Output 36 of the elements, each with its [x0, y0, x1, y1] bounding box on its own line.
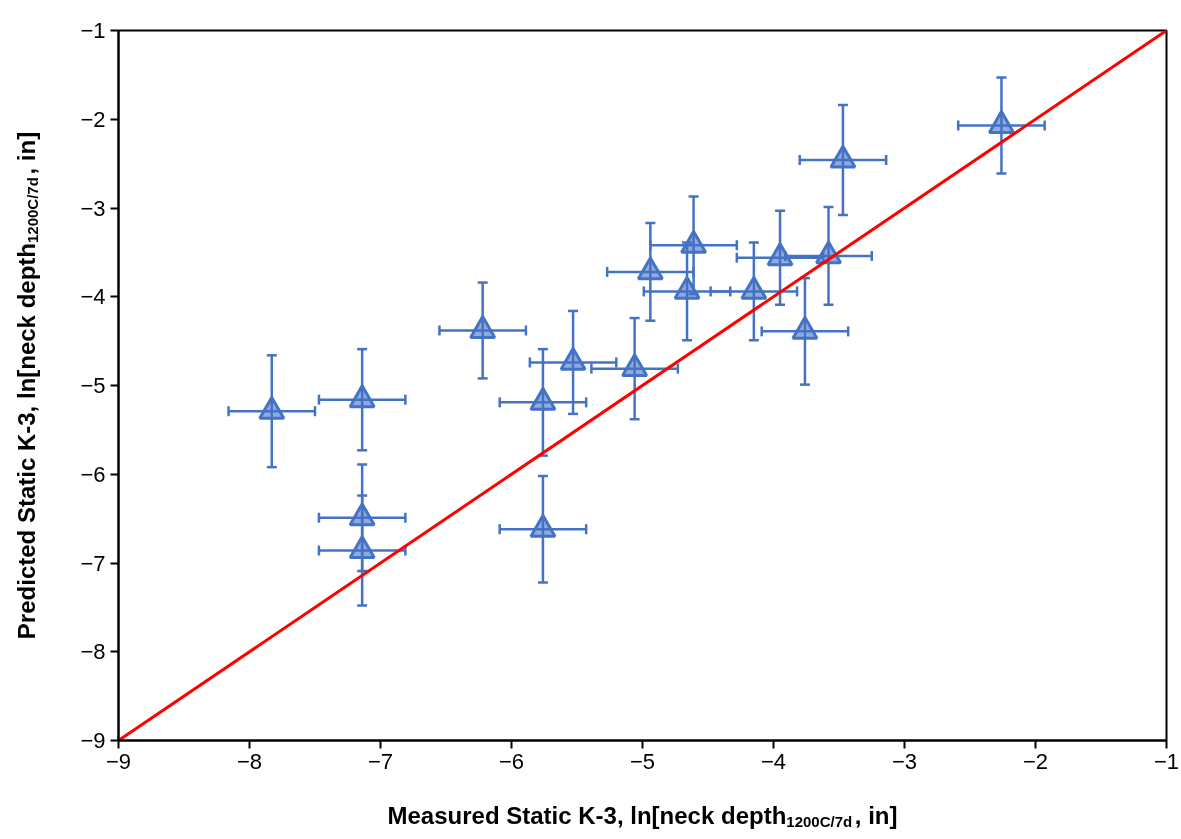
y-tick-label: −6: [80, 461, 106, 487]
point: [348, 384, 376, 409]
point: [469, 315, 497, 339]
point: [673, 276, 701, 300]
point: [559, 347, 587, 371]
y-tick-label: −5: [80, 373, 106, 398]
x-tick-label: −8: [236, 748, 263, 774]
point: [766, 242, 794, 267]
y-tick-label: −7: [80, 550, 106, 576]
y-tick-label: −3: [80, 195, 106, 221]
point: [636, 256, 664, 281]
point: [621, 353, 649, 378]
x-tick-label: −7: [367, 748, 394, 774]
point: [529, 513, 557, 538]
y-tick-label: −1: [80, 18, 106, 43]
x-tick-label: −4: [760, 748, 787, 774]
point: [529, 387, 557, 411]
x-tick-label: −3: [891, 748, 918, 774]
y-tick-label: −2: [80, 106, 106, 132]
x-tick-label: −6: [498, 748, 525, 774]
point: [348, 502, 376, 527]
y-axis-title: Predicted Static K-3, ln[neck depth1200C/7d, in]: [13, 131, 41, 640]
point: [680, 229, 708, 254]
point: [348, 535, 376, 559]
point: [987, 110, 1015, 134]
x-tick-label: −9: [105, 748, 132, 774]
point: [740, 276, 768, 300]
x-tick-label: −2: [1022, 748, 1049, 774]
y-tick-label: −9: [80, 728, 106, 753]
point: [791, 316, 819, 340]
y-tick-label: −8: [80, 639, 106, 665]
point: [829, 144, 857, 169]
point: [258, 395, 286, 420]
x-tick-label: −1: [1153, 748, 1180, 774]
x-tick-label: −5: [629, 748, 656, 774]
y-tick-label: −4: [80, 284, 106, 310]
